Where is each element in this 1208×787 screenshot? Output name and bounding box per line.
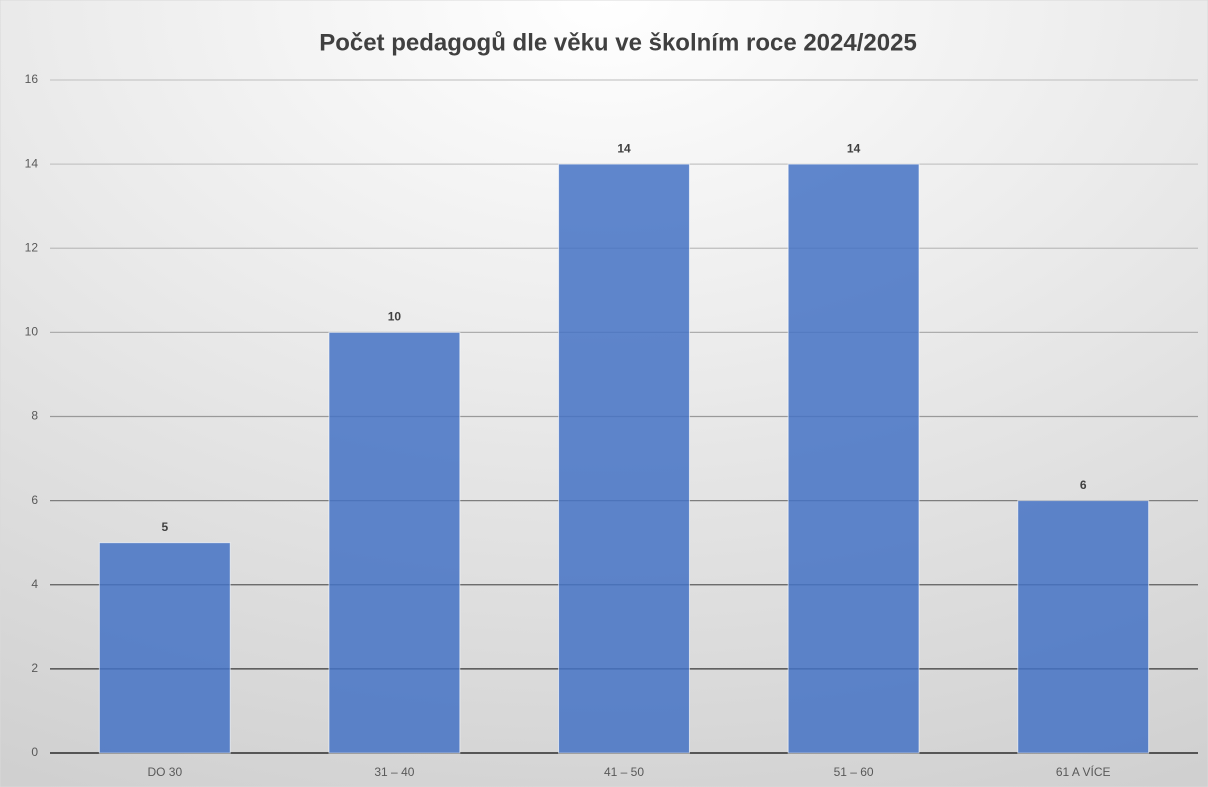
- x-tick-label: 61 A VÍCE: [1056, 764, 1111, 779]
- bar: [558, 163, 690, 754]
- y-tick-label: 12: [25, 240, 39, 254]
- y-tick-label: 6: [31, 493, 38, 507]
- bar: [787, 163, 920, 754]
- y-tick-label: 0: [31, 745, 38, 759]
- x-tick-label: 31 – 40: [374, 765, 414, 779]
- y-tick-label: 16: [25, 72, 39, 86]
- y-tick-label: 8: [31, 409, 38, 423]
- chart-title: Počet pedagogů dle věku ve školním roce …: [319, 29, 917, 56]
- x-tick-label: DO 30: [147, 765, 182, 779]
- bar: [328, 331, 461, 754]
- y-tick-label: 2: [31, 661, 38, 675]
- data-label: 14: [617, 141, 631, 155]
- data-label: 10: [388, 310, 402, 324]
- data-label: 14: [847, 141, 861, 155]
- y-tick-label: 10: [25, 325, 39, 339]
- x-tick-label: 51 – 60: [834, 765, 874, 779]
- x-tick-label: 41 – 50: [604, 765, 644, 779]
- bar: [1017, 500, 1150, 754]
- y-tick-label: 14: [25, 156, 39, 170]
- data-label: 6: [1080, 478, 1087, 492]
- data-label: 5: [161, 520, 168, 534]
- bar: [98, 542, 231, 754]
- y-tick-label: 4: [31, 577, 38, 591]
